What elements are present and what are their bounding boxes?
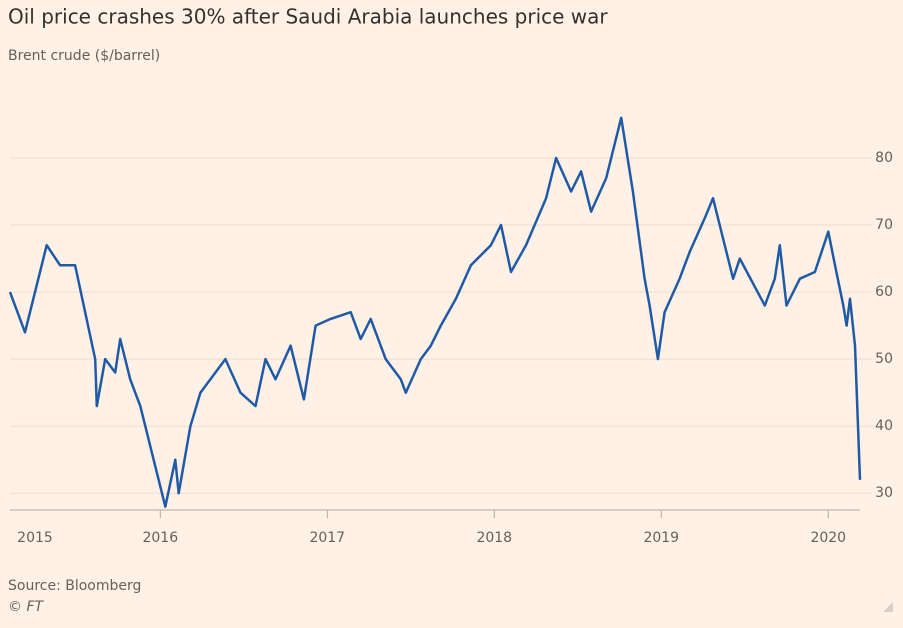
credit: © FT: [8, 599, 45, 615]
chart-subtitle: Brent crude ($/barrel): [8, 48, 160, 64]
y-tick-label: 60: [875, 284, 893, 300]
price-line: [8, 116, 862, 508]
y-tick-label: 40: [875, 418, 893, 434]
x-tick-label: 2019: [643, 530, 679, 546]
x-tick-label: 2016: [142, 530, 178, 546]
resize-handle: [883, 602, 893, 612]
chart-title: Oil price crashes 30% after Saudi Arabia…: [8, 5, 608, 29]
x-tick-label: 2018: [476, 530, 512, 546]
y-tick-label: 70: [875, 217, 893, 233]
y-tick-label: 50: [875, 351, 893, 367]
source: Source: Bloomberg: [8, 578, 141, 594]
x-tick-label: 2017: [309, 530, 345, 546]
y-tick-label: 80: [875, 150, 893, 166]
x-tick-label: 2020: [810, 530, 846, 546]
x-tick-label: 2015: [17, 530, 53, 546]
y-tick-label: 30: [875, 485, 893, 501]
